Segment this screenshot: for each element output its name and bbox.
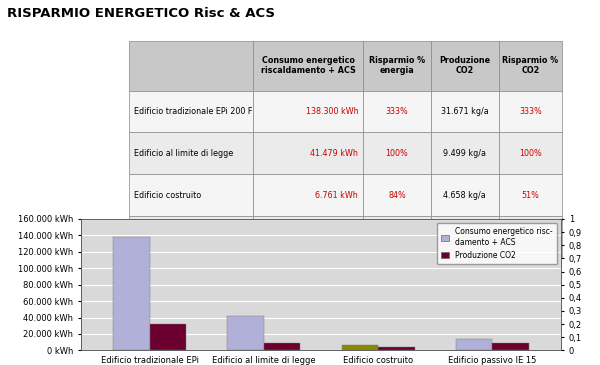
Bar	[129, 91, 253, 132]
Text: Edificio costruito: Edificio costruito	[134, 191, 201, 200]
Text: RISPARMIO ENERGETICO Risc & ACS: RISPARMIO ENERGETICO Risc & ACS	[7, 7, 275, 20]
Bar	[129, 174, 253, 216]
Bar	[431, 91, 499, 132]
Bar	[499, 216, 562, 258]
Bar	[149, 324, 186, 350]
Bar	[363, 132, 431, 174]
Bar	[363, 91, 431, 132]
Bar	[431, 132, 499, 174]
Text: 31.671 kg/a: 31.671 kg/a	[441, 107, 488, 116]
Text: Edificio al limite di legge: Edificio al limite di legge	[134, 149, 233, 158]
Text: 84%: 84%	[388, 191, 406, 200]
Text: 6.761 kWh: 6.761 kWh	[316, 191, 358, 200]
Bar	[431, 174, 499, 216]
Text: Edificio passivo IE 15: Edificio passivo IE 15	[134, 233, 218, 242]
Text: 100%: 100%	[519, 149, 542, 158]
Bar	[456, 339, 493, 350]
Bar	[499, 91, 562, 132]
Text: Produzione
CO2: Produzione CO2	[439, 56, 490, 75]
Text: Consumo energetico
riscaldamento + ACS: Consumo energetico riscaldamento + ACS	[260, 56, 355, 75]
Text: Risparmio %
energia: Risparmio % energia	[369, 56, 425, 75]
Bar	[129, 41, 253, 91]
Bar	[253, 41, 363, 91]
Text: 2%: 2%	[524, 233, 537, 242]
Text: 333%: 333%	[386, 107, 409, 116]
Bar	[363, 41, 431, 91]
Bar	[253, 91, 363, 132]
Text: 138.300 kWh: 138.300 kWh	[305, 107, 358, 116]
Bar	[499, 132, 562, 174]
Bar	[378, 347, 415, 350]
Legend: Consumo energetico risc-
damento + ACS, Produzione CO2: Consumo energetico risc- damento + ACS, …	[437, 223, 557, 264]
Text: 4.658 kg/a: 4.658 kg/a	[443, 191, 486, 200]
Bar	[493, 343, 529, 350]
Text: 9.499 kg/a: 9.499 kg/a	[443, 149, 486, 158]
Bar	[499, 41, 562, 91]
Text: 333%: 333%	[519, 107, 542, 116]
Text: 100%: 100%	[386, 149, 409, 158]
Text: Edificio tradizionale EPi 200 F: Edificio tradizionale EPi 200 F	[134, 107, 252, 116]
Text: 13.449 kWh: 13.449 kWh	[310, 233, 358, 242]
Bar	[113, 237, 149, 350]
Text: Risparmio %
CO2: Risparmio % CO2	[502, 56, 559, 75]
Bar	[253, 216, 363, 258]
Text: 51%: 51%	[521, 191, 539, 200]
Bar	[431, 216, 499, 258]
Bar	[363, 174, 431, 216]
Bar	[499, 174, 562, 216]
Bar	[431, 41, 499, 91]
Text: 9.266 kg/a: 9.266 kg/a	[443, 233, 486, 242]
Bar	[129, 132, 253, 174]
Bar	[264, 343, 301, 350]
Bar	[341, 345, 378, 350]
Bar	[253, 174, 363, 216]
Bar	[363, 216, 431, 258]
Bar	[129, 216, 253, 258]
Text: 68%: 68%	[388, 233, 406, 242]
Bar	[253, 132, 363, 174]
Bar	[227, 316, 264, 350]
Text: 41.479 kWh: 41.479 kWh	[310, 149, 358, 158]
